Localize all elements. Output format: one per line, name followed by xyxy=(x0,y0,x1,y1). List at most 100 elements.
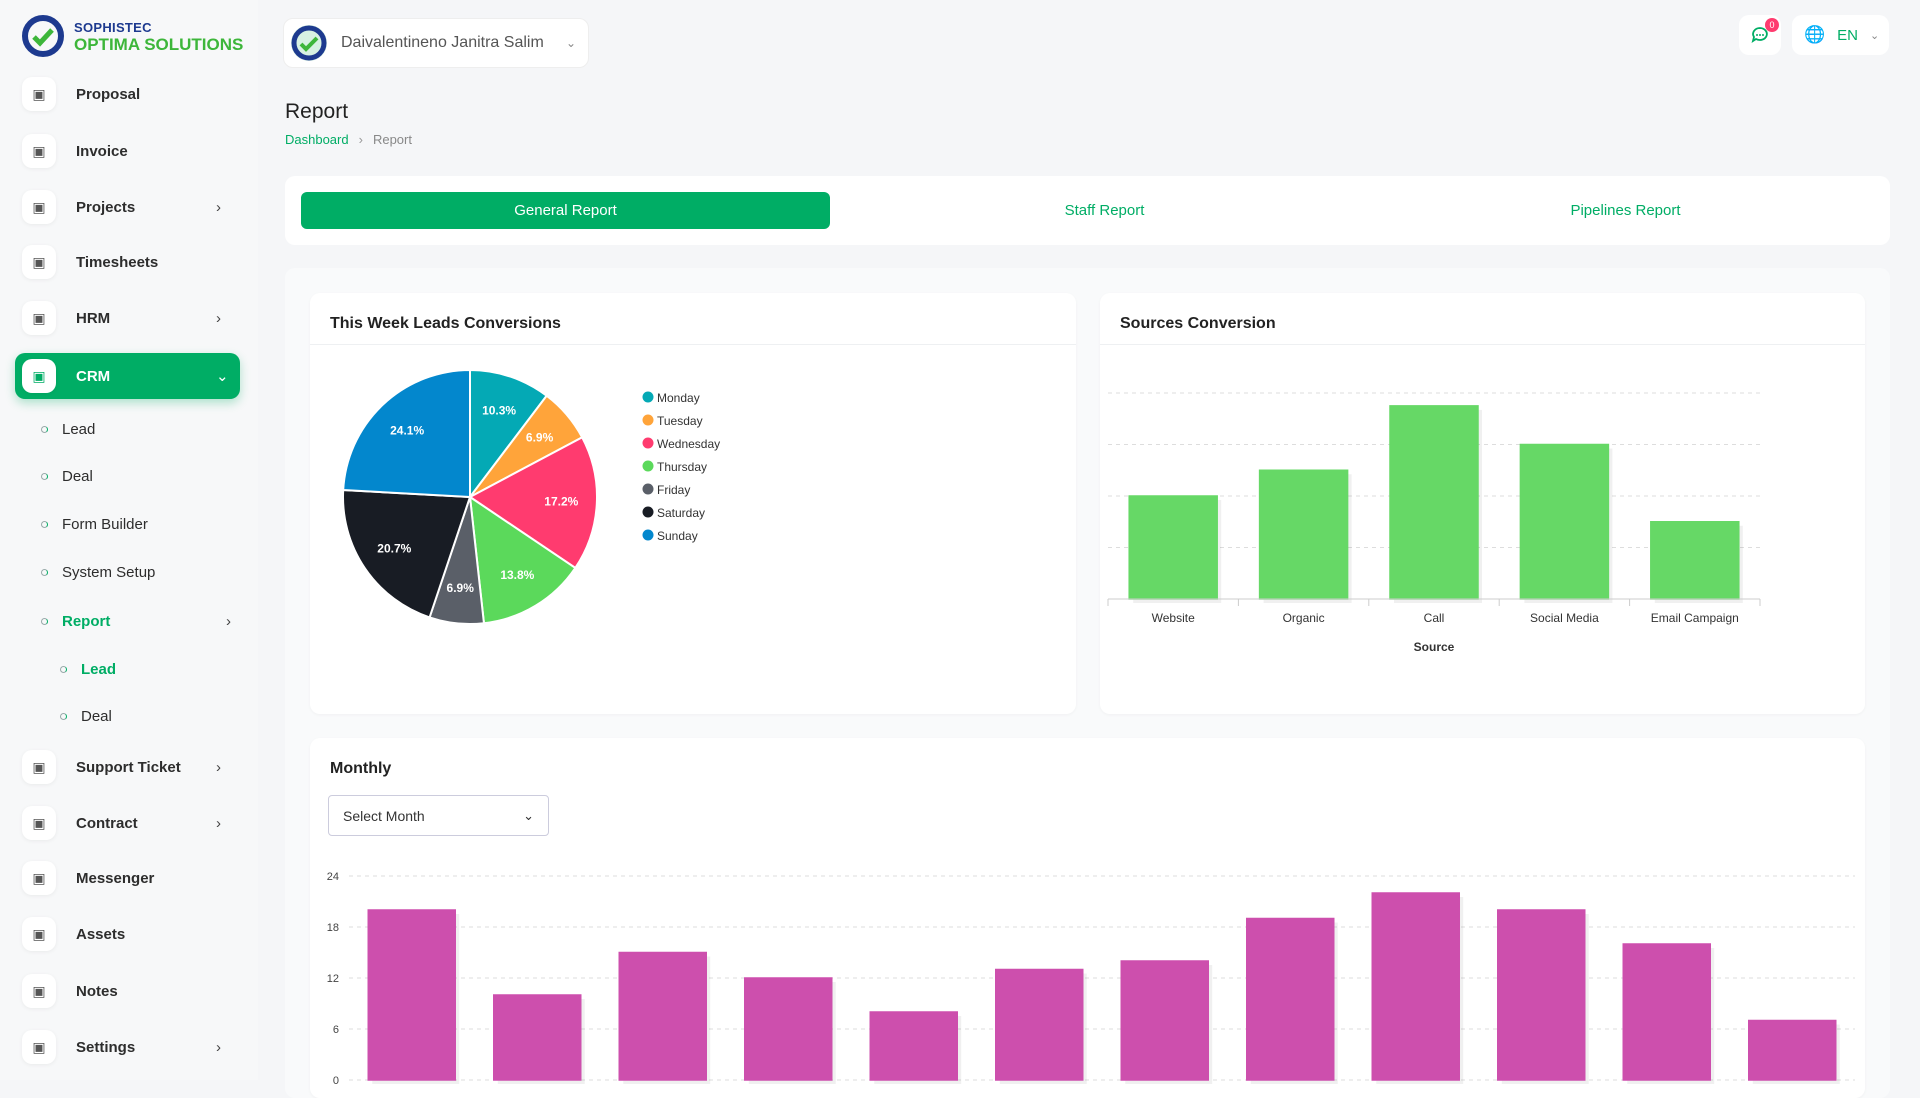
y-tick-label: 12 xyxy=(327,973,339,985)
legend-marker xyxy=(642,437,654,449)
legend-label-monday: Monday xyxy=(657,391,700,405)
bar xyxy=(744,977,833,1081)
chevron-down-icon: ⌄ xyxy=(523,807,534,823)
leads-conversion-card: This Week Leads Conversions 10.3% Monday 6… xyxy=(310,293,1076,714)
sidebar-item-settings[interactable]: ▣ Settings › xyxy=(15,1024,240,1070)
sidebar-item-label: Projects xyxy=(76,198,136,216)
crm-icon: ▣ xyxy=(22,359,56,393)
x-axis-title: Source xyxy=(1414,640,1455,654)
pie-data-label: 13.8% xyxy=(500,568,534,582)
bar-call xyxy=(1389,405,1479,600)
chevron-down-icon: ⌄ xyxy=(1870,29,1880,42)
subitem-label: Deal xyxy=(81,707,112,725)
bar-website xyxy=(1128,495,1218,600)
chat-icon xyxy=(1751,27,1768,44)
legend-label-tuesday: Tuesday xyxy=(657,414,703,428)
report-tabs: General Report Staff Report Pipelines Re… xyxy=(285,176,1890,245)
sidebar-item-assets[interactable]: ▣ Assets xyxy=(15,911,240,957)
legend-marker xyxy=(642,529,654,541)
company-name: Daivalentineno Janitra Salim xyxy=(341,34,544,51)
month-select-value: Select Month xyxy=(343,807,425,824)
sidebar-item-messenger[interactable]: ▣ Messenger xyxy=(15,855,240,901)
sidebar-item-label: HRM xyxy=(76,309,111,327)
sidebar-item-support-ticket[interactable]: ▣ Support Ticket › xyxy=(15,744,240,790)
assets-icon: ▣ xyxy=(22,917,56,951)
logo-icon xyxy=(22,15,64,57)
pie-chart: 10.3% Monday 6.9% Tuesday 17.2% Wednesday 13.8… xyxy=(342,368,720,625)
bullet-icon xyxy=(41,568,48,576)
x-tick-label: Website xyxy=(1152,611,1195,625)
bar-email-campaign xyxy=(1650,521,1740,600)
messenger-icon: ▣ xyxy=(22,861,56,895)
sidebar-subitem-lead[interactable]: Lead xyxy=(41,414,231,444)
bullet-icon xyxy=(41,472,48,480)
legend-label-friday: Friday xyxy=(657,483,690,497)
legend-label-saturday: Saturday xyxy=(657,506,705,520)
sidebar-item-timesheets[interactable]: ▣ Timesheets xyxy=(15,239,240,285)
bullet-icon xyxy=(41,425,48,433)
sidebar-item-label: Contract xyxy=(76,814,138,832)
sidebar-subitem-system-setup[interactable]: System Setup xyxy=(41,557,231,587)
breadcrumb-report: Report xyxy=(372,132,412,147)
subitem-label: Form Builder xyxy=(62,515,148,533)
chevron-right-icon: › xyxy=(216,198,221,216)
month-select[interactable]: Select Month ⌄ xyxy=(328,795,549,836)
y-tick-label: 24 xyxy=(327,871,339,883)
subitem-label: Report xyxy=(62,612,111,630)
company-selector[interactable]: Daivalentineno Janitra Salim ⌄ xyxy=(283,18,589,68)
legend-marker xyxy=(642,460,654,472)
report-subitem-deal[interactable]: Deal xyxy=(60,701,112,731)
legend-label-wednesday: Wednesday xyxy=(657,437,720,451)
subitem-label: Deal xyxy=(62,467,93,485)
brand-line2: OPTIMA SOLUTIONS xyxy=(74,34,244,54)
contract-icon: ▣ xyxy=(22,806,56,840)
legend-label-sunday: Sunday xyxy=(657,529,698,543)
sidebar-item-proposal[interactable]: ▣ Proposal xyxy=(15,71,240,117)
bar xyxy=(1748,1019,1837,1081)
sidebar-item-projects[interactable]: ▣ Projects › xyxy=(15,184,240,230)
sidebar-subitem-deal[interactable]: Deal xyxy=(41,461,231,491)
monthly-card: Monthly Select Month ⌄ 0 6 12 18 24 xyxy=(310,738,1865,1098)
pie-data-label: 17.2% xyxy=(544,495,578,509)
sidebar-item-notes[interactable]: ▣ Notes xyxy=(15,968,240,1014)
sidebar-item-hrm[interactable]: ▣ HRM › xyxy=(15,295,240,341)
language-selector[interactable]: 🌐 EN ⌄ xyxy=(1792,15,1889,55)
chevron-right-icon: › xyxy=(226,612,231,630)
report-subitem-lead[interactable]: Lead xyxy=(60,654,116,684)
tab-pipelines-report[interactable]: Pipelines Report xyxy=(1570,202,1681,219)
proposal-icon: ▣ xyxy=(22,77,56,111)
x-tick-label: Social Media xyxy=(1530,611,1599,625)
tab-general-report[interactable]: General Report xyxy=(301,192,830,229)
bar xyxy=(493,994,582,1081)
sidebar-item-label: Proposal xyxy=(76,85,141,103)
monthly-title: Monthly xyxy=(330,760,392,777)
chevron-right-icon: › xyxy=(216,814,221,832)
hrm-icon: ▣ xyxy=(22,301,56,335)
sidebar-item-crm[interactable]: ▣ CRM ⌄ xyxy=(15,353,240,399)
bar-chart-title: Sources Conversion xyxy=(1120,315,1276,332)
sidebar-item-invoice[interactable]: ▣ Invoice xyxy=(15,128,240,174)
bar xyxy=(367,909,456,1081)
tab-staff-report[interactable]: Staff Report xyxy=(1064,202,1145,219)
bullet-icon xyxy=(41,617,48,625)
sidebar-item-contract[interactable]: ▣ Contract › xyxy=(15,800,240,846)
page-title: Report xyxy=(285,100,349,123)
notes-icon: ▣ xyxy=(22,974,56,1008)
sidebar-item-label: Assets xyxy=(76,925,126,943)
sidebar-subitem-form-builder[interactable]: Form Builder xyxy=(41,509,231,539)
bullet-icon xyxy=(60,665,67,673)
messages-button[interactable]: 0 xyxy=(1739,15,1781,55)
chevron-right-icon: › xyxy=(216,309,221,327)
brand-line1: SOPHISTEC xyxy=(74,19,152,35)
sources-bar-chart: 0481216WebsiteOrganicCallSocial MediaEma… xyxy=(1107,392,1761,654)
sidebar-subitem-report[interactable]: Report › xyxy=(41,606,231,636)
breadcrumb-dashboard[interactable]: Dashboard xyxy=(285,132,349,147)
brand-logo[interactable]: SOPHISTEC OPTIMA SOLUTIONS xyxy=(20,14,243,60)
sources-conversion-card: Sources Conversion 0481216WebsiteOrganic… xyxy=(1100,293,1865,714)
legend-marker xyxy=(642,506,654,518)
bullet-icon xyxy=(60,712,67,720)
language-code: EN xyxy=(1837,26,1859,44)
clock-icon: ▣ xyxy=(22,245,56,279)
pie-data-label: 10.3% xyxy=(482,403,516,417)
pie-data-label: 24.1% xyxy=(390,424,424,438)
